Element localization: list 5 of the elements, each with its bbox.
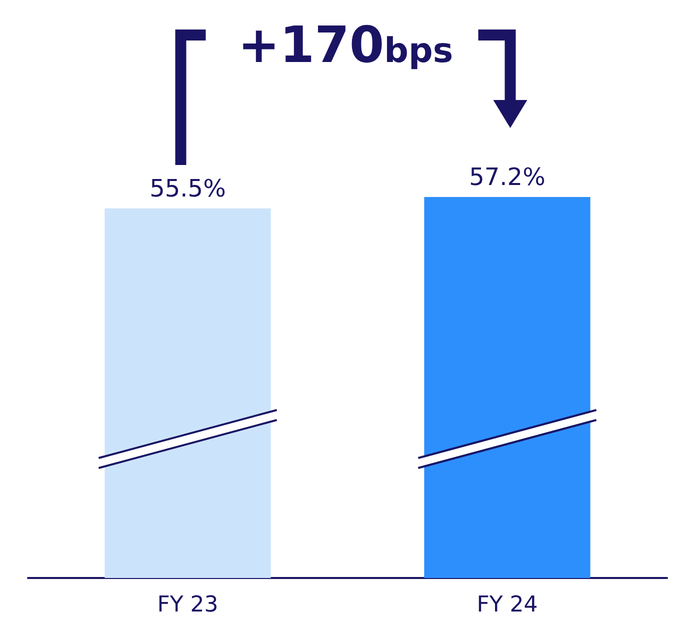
text: +170bps (238, 16, 454, 74)
data-label: 55.5% (150, 174, 226, 202)
data-label: 57.2% (469, 163, 546, 191)
x-tick-label: FY 23 (157, 592, 218, 618)
x-tick-label: FY 24 (476, 592, 538, 618)
